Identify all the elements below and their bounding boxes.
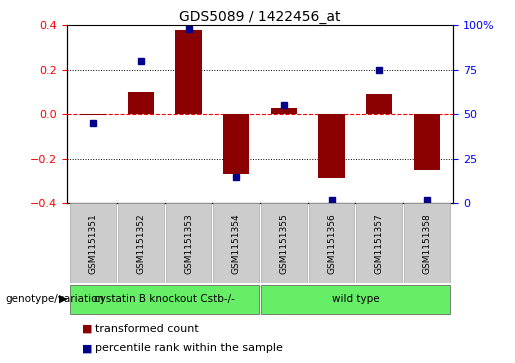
Bar [223,114,249,174]
Text: GSM1151355: GSM1151355 [280,213,288,274]
Text: wild type: wild type [332,294,379,304]
Bar [308,203,354,283]
Bar [80,114,106,115]
Text: GSM1151356: GSM1151356 [327,213,336,274]
Bar [366,94,392,114]
Title: GDS5089 / 1422456_at: GDS5089 / 1422456_at [179,11,341,24]
Bar [70,203,116,283]
Text: GSM1151352: GSM1151352 [136,213,145,274]
Text: ▶: ▶ [59,294,68,304]
Bar [176,30,202,114]
Text: percentile rank within the sample: percentile rank within the sample [95,343,283,354]
Text: GSM1151358: GSM1151358 [422,213,432,274]
Text: ■: ■ [82,323,93,334]
Bar [128,92,154,114]
Bar [414,114,440,170]
Text: GSM1151357: GSM1151357 [375,213,384,274]
Text: GSM1151351: GSM1151351 [89,213,98,274]
Text: transformed count: transformed count [95,323,199,334]
Text: GSM1151354: GSM1151354 [232,213,241,274]
Bar [70,285,259,314]
Text: ■: ■ [82,343,93,354]
Bar [261,285,450,314]
Text: GSM1151353: GSM1151353 [184,213,193,274]
Bar [356,203,402,283]
Bar [318,114,345,178]
Bar [271,108,297,114]
Text: cystatin B knockout Cstb-/-: cystatin B knockout Cstb-/- [94,294,235,304]
Text: genotype/variation: genotype/variation [5,294,104,304]
Bar [261,203,307,283]
Bar [118,203,164,283]
Bar [213,203,259,283]
Bar [404,203,450,283]
Bar [166,203,212,283]
